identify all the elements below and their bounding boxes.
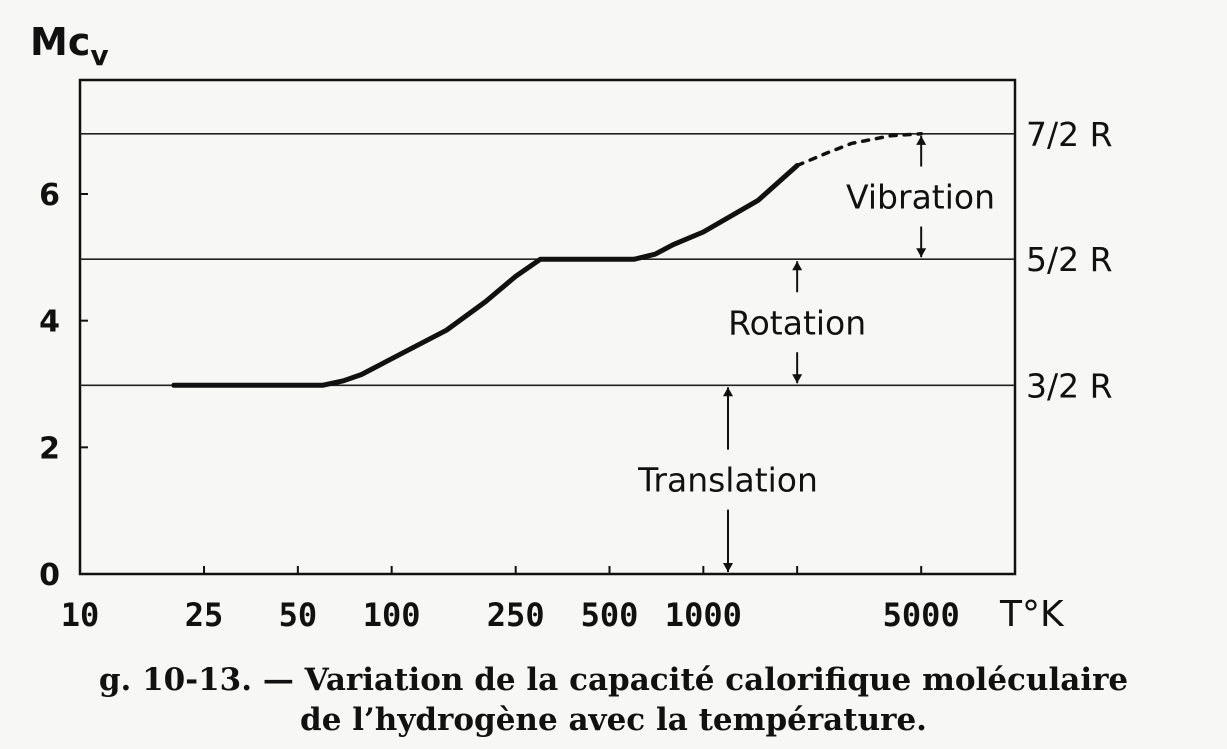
- x-tick-label-4: 250: [487, 596, 545, 634]
- cv-curve: [171, 132, 923, 388]
- x-tick-label-5: 500: [581, 596, 639, 634]
- annotation-label-2: Translation: [637, 461, 818, 500]
- annotation-arrowhead-top-1: [792, 261, 803, 271]
- x-tick-label-0: 10: [61, 596, 100, 634]
- y-tick-label-0: 0: [39, 558, 60, 593]
- annotation-arrowhead-bottom-2: [723, 563, 734, 572]
- y-axis-ticks: 0 2 4 6: [39, 178, 88, 593]
- x-axis-unit: T°K: [999, 594, 1065, 635]
- y-tick-label-2: 4: [39, 305, 60, 340]
- level-label-0: 7/2 R: [1026, 115, 1113, 154]
- annotation-arrowhead-top-0: [916, 135, 927, 145]
- annotation-arrowhead-bottom-0: [916, 248, 927, 258]
- y-tick-label-3: 6: [39, 178, 60, 213]
- x-axis-ticks: 10 25 50 100 250 500 1000 5000: [61, 566, 960, 634]
- x-tick-label-6: 1000: [665, 596, 742, 634]
- annotation-arrowhead-top-2: [723, 387, 734, 397]
- x-tick-label-7: 5000: [883, 596, 960, 634]
- x-tick-label-2: 50: [279, 596, 318, 634]
- figure-caption-line-2: de l’hydrogène avec la température.: [300, 702, 927, 738]
- level-label-2: 3/2 R: [1026, 366, 1113, 405]
- x-tick-label-1: 25: [185, 596, 224, 634]
- annotation-arrows: Vibration Rotation Translation: [637, 135, 995, 572]
- chart: 7/2 R 5/2 R 3/2 R 0 2 4 6 10 25 50 100 250 500 1000…: [30, 20, 1113, 635]
- x-tick-label-3: 100: [363, 596, 421, 634]
- cv-series-0: [171, 163, 800, 388]
- y-axis-label: Mcv: [30, 20, 109, 72]
- plot-frame: [78, 78, 1017, 576]
- annotation-label-1: Rotation: [728, 303, 866, 342]
- level-label-1: 5/2 R: [1026, 240, 1113, 279]
- annotation-arrowhead-bottom-1: [792, 374, 803, 384]
- figure-caption-line-1: g. 10-13. — Variation de la capacité cal…: [98, 662, 1129, 698]
- cv-series-1: [795, 132, 923, 168]
- annotation-label-0: Vibration: [846, 178, 995, 217]
- y-tick-label-1: 2: [39, 431, 60, 466]
